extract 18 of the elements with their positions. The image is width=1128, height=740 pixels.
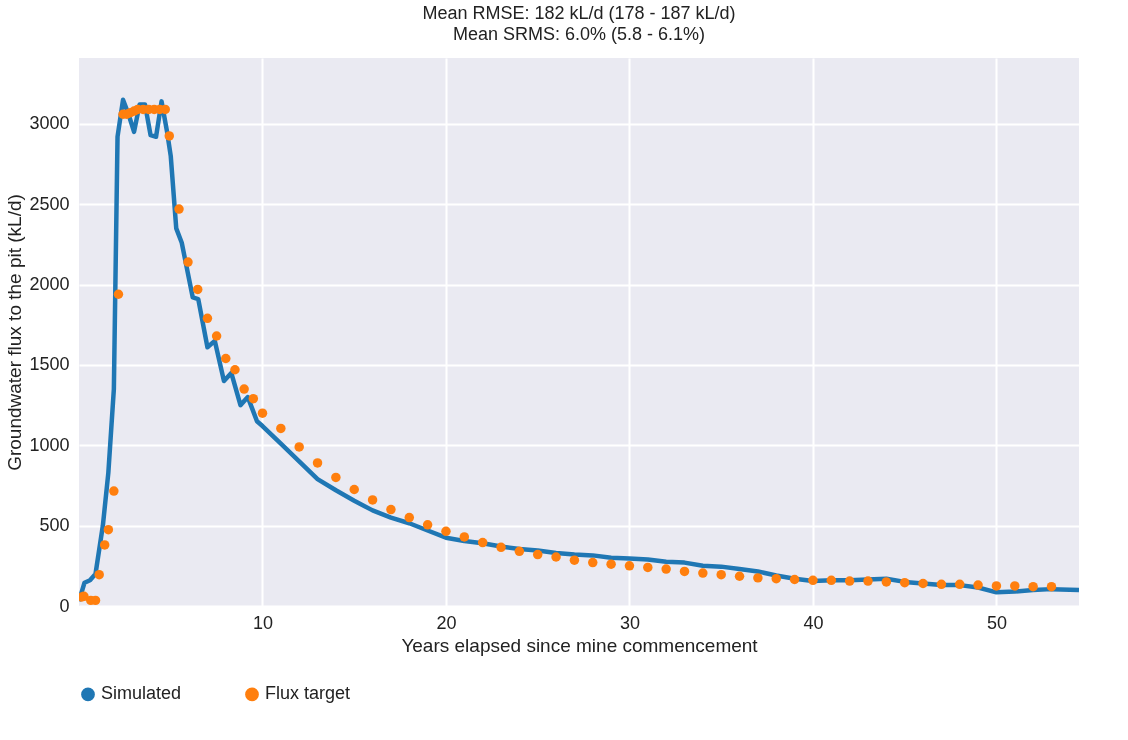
y-tick-label: 1500: [29, 354, 70, 375]
x-tick-label: 10: [252, 612, 273, 633]
x-tick-label: 20: [436, 612, 457, 633]
y-tick-label: 2000: [29, 274, 70, 295]
y-axis-title: Groundwater flux to the pit (kL/d): [4, 194, 26, 471]
y-tick-label: 500: [39, 515, 70, 536]
y-tick-label: 1000: [29, 434, 70, 455]
y-tick-label: 2500: [29, 193, 70, 214]
y-tick-label: 0: [59, 595, 70, 616]
legend-label: Flux target: [265, 683, 351, 704]
x-tick-label: 40: [803, 612, 824, 633]
legend-label: Simulated: [101, 683, 182, 704]
x-axis-title: Years elapsed since mine commencement: [401, 634, 759, 656]
x-tick-label: 50: [986, 612, 1007, 633]
y-tick-label: 3000: [29, 113, 70, 134]
chart-subtitle: Mean SRMS: 6.0% (5.8 - 6.1%): [452, 24, 706, 44]
chart-title: Mean RMSE: 182 kL/d (178 - 187 kL/d): [422, 3, 736, 23]
x-tick-label: 30: [619, 612, 640, 633]
